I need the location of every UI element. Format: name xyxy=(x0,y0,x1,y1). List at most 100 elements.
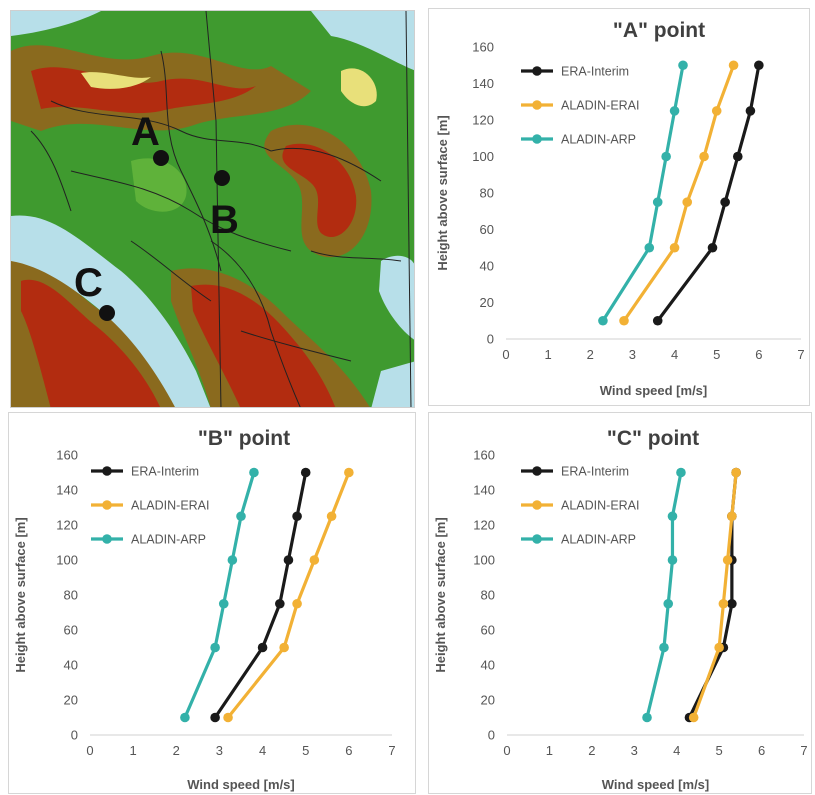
y-axis-label: Height above surface [m] xyxy=(435,115,450,270)
data-point-aladin-erai xyxy=(309,555,320,565)
terrain-map: A B C xyxy=(11,11,414,407)
data-point-aladin-arp xyxy=(598,315,608,326)
data-point-aladin-erai xyxy=(727,511,737,522)
y-axis-label: Height above surface [m] xyxy=(433,517,448,672)
chart-a-panel: "A" point 0 1 2 3 4 5 6 7 0 20 40 60 80 100 120 140 160 Wi… xyxy=(428,8,810,406)
data-point-aladin-arp xyxy=(236,511,246,522)
x-tick-label: 6 xyxy=(345,743,352,758)
data-point-era-interim xyxy=(283,555,294,565)
y-tick-label: 60 xyxy=(480,222,494,237)
legend-marker-aladin-erai xyxy=(532,500,542,510)
legend-marker-aladin-erai xyxy=(102,500,112,510)
x-tick-label: 7 xyxy=(800,743,807,758)
data-point-aladin-arp xyxy=(669,106,680,116)
x-tick-label: 0 xyxy=(502,347,509,362)
data-point-aladin-erai xyxy=(619,315,629,326)
chart-title: "B" point xyxy=(198,427,290,450)
data-point-aladin-erai xyxy=(669,242,680,253)
legend-label: ALADIN-ARP xyxy=(131,533,206,547)
x-tick-label: 4 xyxy=(671,347,678,362)
series-line-aladin-arp xyxy=(601,64,685,322)
legend-marker-aladin-arp xyxy=(532,134,542,144)
x-tick-label: 1 xyxy=(545,347,552,362)
map-point-a: A xyxy=(131,110,169,166)
y-tick-label: 120 xyxy=(472,113,494,128)
y-tick-label: 100 xyxy=(472,149,494,164)
x-tick-label: 3 xyxy=(216,743,223,758)
y-tick-label: 0 xyxy=(488,728,495,743)
x-tick-label: 5 xyxy=(302,743,309,758)
x-axis-label: Wind speed [m/s] xyxy=(600,383,708,398)
series-line-aladin-arp xyxy=(183,472,256,719)
data-point-aladin-arp xyxy=(210,642,220,653)
y-tick-label: 20 xyxy=(481,693,495,708)
legend-marker-aladin-arp xyxy=(102,534,112,544)
chart-b-panel: "B" point 0 1 2 3 4 5 6 7 0 20 40 60 80 100 120 140 160 Wi… xyxy=(8,412,416,794)
data-point-aladin-arp xyxy=(667,511,678,522)
data-point-aladin-arp xyxy=(667,555,678,565)
x-tick-label: 3 xyxy=(631,743,638,758)
x-tick-label: 7 xyxy=(388,743,395,758)
x-tick-label: 2 xyxy=(173,743,180,758)
data-point-aladin-erai xyxy=(699,151,709,162)
data-point-aladin-erai xyxy=(292,598,302,609)
y-tick-label: 160 xyxy=(472,40,494,55)
y-tick-label: 80 xyxy=(480,186,494,201)
data-point-aladin-arp xyxy=(644,242,655,253)
data-point-aladin-arp xyxy=(218,598,229,609)
y-tick-label: 100 xyxy=(56,553,78,568)
legend-label: ERA-Interim xyxy=(131,465,199,479)
y-tick-label: 40 xyxy=(480,259,494,274)
legend-marker-aladin-arp xyxy=(532,534,542,544)
data-point-era-interim xyxy=(300,467,311,478)
data-point-era-interim xyxy=(754,60,764,71)
data-point-aladin-erai xyxy=(728,60,739,71)
series-line-aladin-erai xyxy=(226,471,351,719)
x-tick-label: 2 xyxy=(587,347,594,362)
map-label-a: A xyxy=(131,110,160,154)
data-point-era-interim xyxy=(292,511,302,522)
series-line-aladin-erai xyxy=(622,64,736,322)
y-tick-label: 160 xyxy=(473,448,495,463)
y-tick-label: 0 xyxy=(71,728,78,743)
data-point-era-interim xyxy=(257,642,268,653)
y-tick-label: 40 xyxy=(64,658,78,673)
legend-label: ALADIN-ARP xyxy=(561,133,636,147)
x-tick-label: 5 xyxy=(716,743,723,758)
data-point-aladin-arp xyxy=(180,712,190,723)
x-tick-label: 2 xyxy=(588,743,595,758)
terrain-map-panel: A B C xyxy=(10,10,415,408)
map-marker-a xyxy=(153,150,169,166)
y-tick-label: 20 xyxy=(480,295,494,310)
map-borders xyxy=(30,11,412,407)
y-tick-label: 140 xyxy=(473,483,495,498)
legend-marker-era-interim xyxy=(532,466,542,476)
data-point-aladin-arp xyxy=(661,151,671,162)
series-line-era-interim xyxy=(656,64,761,322)
data-point-aladin-arp xyxy=(249,467,259,478)
y-tick-label: 100 xyxy=(473,553,495,568)
legend-marker-aladin-erai xyxy=(532,100,542,110)
legend-label: ALADIN-ARP xyxy=(561,533,636,547)
data-point-aladin-erai xyxy=(731,467,741,478)
map-marker-b xyxy=(214,170,230,186)
data-point-aladin-arp xyxy=(642,712,652,723)
legend-marker-era-interim xyxy=(532,66,542,76)
data-point-aladin-erai xyxy=(682,197,693,207)
y-tick-label: 140 xyxy=(472,76,494,91)
x-tick-label: 1 xyxy=(130,743,137,758)
x-tick-label: 4 xyxy=(673,743,680,758)
series-line-era-interim xyxy=(213,472,308,719)
x-axis-label: Wind speed [m/s] xyxy=(187,777,295,792)
x-tick-label: 4 xyxy=(259,743,266,758)
map-point-b: B xyxy=(210,170,239,242)
data-point-aladin-arp xyxy=(659,642,669,653)
y-tick-label: 80 xyxy=(481,588,495,603)
x-tick-label: 3 xyxy=(629,347,636,362)
data-point-aladin-erai xyxy=(326,511,337,522)
legend-label: ERA-Interim xyxy=(561,65,629,79)
data-point-aladin-arp xyxy=(652,197,663,207)
data-point-aladin-erai xyxy=(279,642,289,653)
map-marker-c xyxy=(99,305,115,321)
chart-c: "C" point 0 1 2 3 4 5 6 7 0 20 40 60 80 100 120 140 160 Wi… xyxy=(433,427,808,792)
